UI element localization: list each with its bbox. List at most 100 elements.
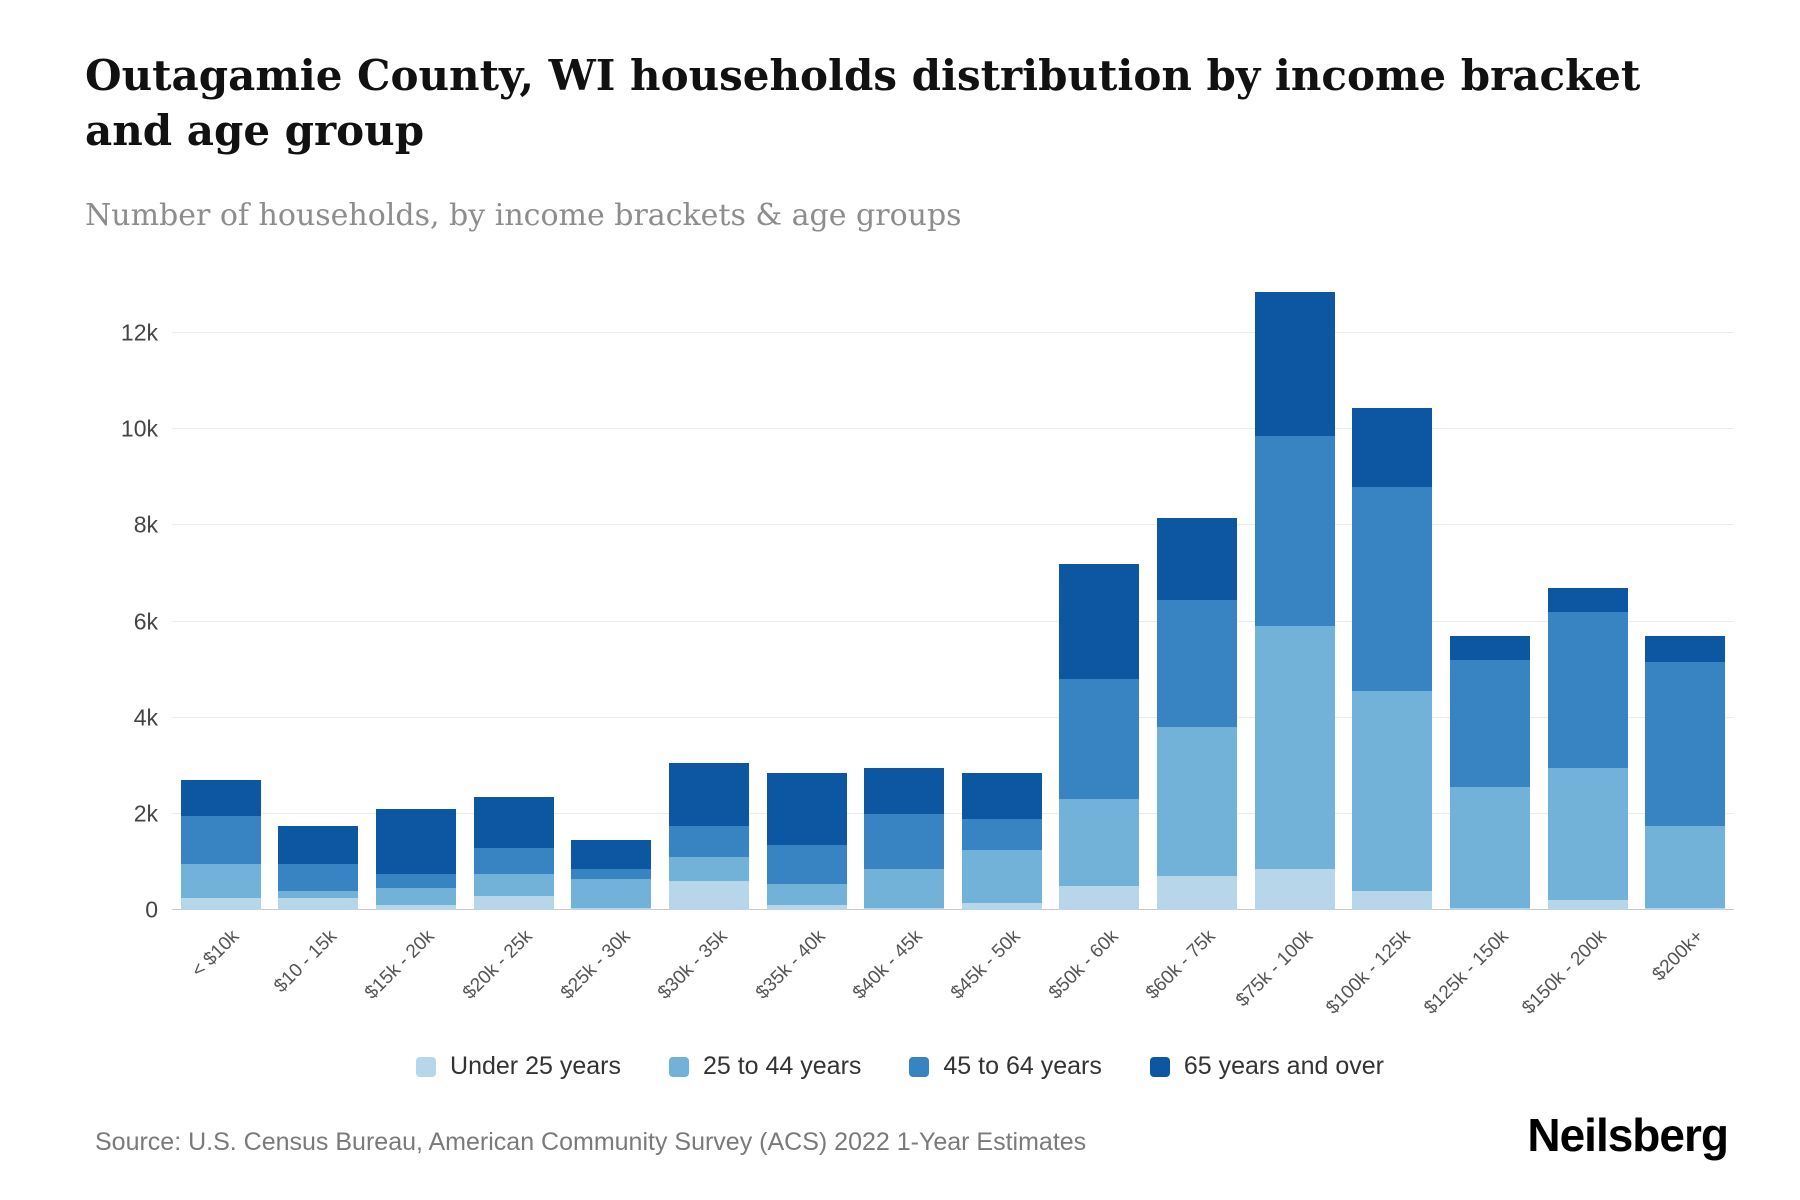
bar-slot bbox=[367, 285, 465, 910]
bar-segment[interactable] bbox=[766, 773, 847, 846]
legend-item[interactable]: Under 25 years bbox=[416, 1052, 621, 1081]
bar-segment[interactable] bbox=[1157, 518, 1238, 600]
legend-item[interactable]: 45 to 64 years bbox=[909, 1052, 1102, 1081]
bar-segment[interactable] bbox=[473, 797, 554, 848]
bar-segment[interactable] bbox=[473, 847, 554, 874]
bar-segment[interactable] bbox=[961, 773, 1042, 819]
bar-segment[interactable] bbox=[1547, 900, 1628, 910]
bar-segment[interactable] bbox=[180, 816, 261, 865]
bar-segment[interactable] bbox=[668, 857, 749, 882]
gridline bbox=[172, 428, 1734, 430]
x-axis-slot: $200k+ bbox=[1636, 914, 1734, 1039]
bar-segment[interactable] bbox=[864, 768, 945, 814]
bar-segment[interactable] bbox=[1352, 890, 1433, 910]
bar-segment[interactable] bbox=[961, 818, 1042, 850]
bar-segment[interactable] bbox=[1645, 662, 1726, 826]
bar-segment[interactable] bbox=[864, 907, 945, 910]
bar-segment[interactable] bbox=[1645, 636, 1726, 663]
bar-segment[interactable] bbox=[571, 869, 652, 879]
x-axis-slot: $10 - 15k bbox=[270, 914, 368, 1039]
stacked-bar[interactable] bbox=[1157, 285, 1238, 910]
bar-segment[interactable] bbox=[278, 890, 359, 898]
bar-segment[interactable] bbox=[1059, 563, 1140, 680]
x-axis-tick-label: $60k - 75k bbox=[1142, 926, 1220, 1004]
stacked-bar[interactable] bbox=[180, 285, 261, 910]
bar-segment[interactable] bbox=[278, 825, 359, 865]
bar-segment[interactable] bbox=[766, 905, 847, 910]
stacked-bar[interactable] bbox=[668, 285, 749, 910]
stacked-bar[interactable] bbox=[864, 285, 945, 910]
bar-segment[interactable] bbox=[961, 902, 1042, 910]
bar-segment[interactable] bbox=[1059, 679, 1140, 800]
x-axis: < $10k $10 - 15k $15k - 20k $20k - 25k $25k … bbox=[172, 914, 1734, 1039]
x-axis-tick-label: $25k - 30k bbox=[556, 926, 635, 1004]
bar-segment[interactable] bbox=[1547, 587, 1628, 612]
gridline bbox=[172, 524, 1734, 526]
bar-segment[interactable] bbox=[376, 888, 457, 906]
bar-segment[interactable] bbox=[376, 809, 457, 874]
bar-segment[interactable] bbox=[1352, 407, 1433, 487]
bar-segment[interactable] bbox=[766, 883, 847, 906]
legend-label: Under 25 years bbox=[450, 1052, 621, 1080]
stacked-bar[interactable] bbox=[766, 285, 847, 910]
bar-segment[interactable] bbox=[864, 813, 945, 870]
legend-item[interactable]: 65 years and over bbox=[1149, 1052, 1384, 1081]
bar-segment[interactable] bbox=[1547, 768, 1628, 901]
bar-slot bbox=[855, 285, 953, 910]
bar-segment[interactable] bbox=[1157, 599, 1238, 728]
bar-segment[interactable] bbox=[1254, 626, 1335, 870]
legend-item[interactable]: 25 to 44 years bbox=[668, 1052, 861, 1081]
bar-segment[interactable] bbox=[1059, 799, 1140, 886]
bar-segment[interactable] bbox=[571, 878, 652, 908]
bar-segment[interactable] bbox=[180, 897, 261, 910]
bar-segment[interactable] bbox=[1547, 611, 1628, 769]
bar-segment[interactable] bbox=[1449, 907, 1530, 910]
bar-segment[interactable] bbox=[1059, 885, 1140, 910]
stacked-bar[interactable] bbox=[1059, 285, 1140, 910]
bar-segment[interactable] bbox=[668, 881, 749, 910]
bar-slot bbox=[1051, 285, 1149, 910]
stacked-bar[interactable] bbox=[473, 285, 554, 910]
bar-segment[interactable] bbox=[1645, 825, 1726, 908]
bar-segment[interactable] bbox=[376, 905, 457, 910]
bar-segment[interactable] bbox=[1254, 292, 1335, 437]
bar-segment[interactable] bbox=[376, 873, 457, 889]
stacked-bar[interactable] bbox=[961, 285, 1042, 910]
stacked-bar[interactable] bbox=[278, 285, 359, 910]
bar-segment[interactable] bbox=[668, 825, 749, 858]
bar-segment[interactable] bbox=[1449, 636, 1530, 661]
bar-segment[interactable] bbox=[473, 895, 554, 910]
bar-segment[interactable] bbox=[571, 907, 652, 910]
stacked-bar[interactable] bbox=[1645, 285, 1726, 910]
bar-segment[interactable] bbox=[1254, 869, 1335, 910]
bar-segment[interactable] bbox=[571, 840, 652, 870]
bar-segment[interactable] bbox=[1352, 486, 1433, 692]
bar-segment[interactable] bbox=[961, 849, 1042, 903]
stacked-bar[interactable] bbox=[571, 285, 652, 910]
bar-slot bbox=[1344, 285, 1442, 910]
bar-segment[interactable] bbox=[766, 845, 847, 884]
x-axis-slot: $50k - 60k bbox=[1045, 914, 1149, 1039]
stacked-bar[interactable] bbox=[376, 285, 457, 910]
stacked-bar[interactable] bbox=[1547, 285, 1628, 910]
bar-segment[interactable] bbox=[473, 873, 554, 896]
bar-segment[interactable] bbox=[1157, 876, 1238, 910]
bar-segment[interactable] bbox=[1645, 907, 1726, 910]
bar-segment[interactable] bbox=[1157, 727, 1238, 877]
bar-segment[interactable] bbox=[180, 780, 261, 817]
bar-segment[interactable] bbox=[668, 763, 749, 826]
bar-segment[interactable] bbox=[278, 897, 359, 910]
bar-segment[interactable] bbox=[864, 869, 945, 908]
bar-segment[interactable] bbox=[1449, 660, 1530, 788]
y-axis-tick-label: 6k bbox=[133, 608, 158, 635]
stacked-bar-chart-plot-area bbox=[172, 285, 1734, 910]
bar-segment[interactable] bbox=[1254, 436, 1335, 627]
bar-segment[interactable] bbox=[1449, 787, 1530, 908]
bar-segment[interactable] bbox=[180, 864, 261, 898]
bar-segment[interactable] bbox=[1352, 691, 1433, 891]
stacked-bar[interactable] bbox=[1352, 285, 1433, 910]
bar-segment[interactable] bbox=[278, 864, 359, 891]
x-axis-slot: $35k - 40k bbox=[752, 914, 856, 1039]
stacked-bar[interactable] bbox=[1449, 285, 1530, 910]
stacked-bar[interactable] bbox=[1254, 285, 1335, 910]
